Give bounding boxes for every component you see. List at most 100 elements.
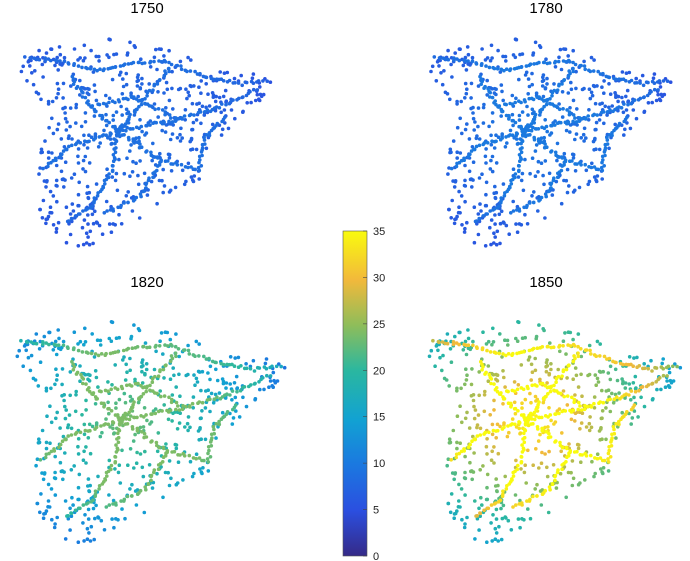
map-point: [223, 396, 228, 400]
map-point: [519, 413, 524, 417]
map-point: [68, 370, 73, 374]
map-point: [658, 85, 663, 89]
map-point: [469, 382, 474, 387]
map-point: [47, 125, 51, 130]
map-point: [40, 428, 45, 433]
map-point: [465, 515, 469, 520]
map-point: [116, 205, 120, 210]
map-point: [170, 344, 174, 348]
map-point: [604, 437, 608, 442]
map-point: [83, 169, 88, 174]
map-point: [497, 351, 502, 356]
map-point: [41, 75, 45, 79]
map-point: [76, 452, 81, 456]
map-point: [575, 123, 579, 127]
map-point: [573, 366, 578, 370]
map-point: [158, 389, 162, 393]
map-point: [523, 397, 528, 402]
map-point: [130, 427, 135, 431]
map-point: [215, 395, 219, 400]
map-point: [568, 130, 572, 134]
map-point: [135, 428, 140, 433]
map-point: [640, 385, 645, 389]
map-point: [477, 393, 482, 398]
map-point: [597, 429, 602, 433]
map-point: [145, 123, 149, 128]
map-point: [57, 336, 61, 341]
map-point: [184, 87, 188, 91]
map-point: [117, 157, 121, 162]
map-point: [532, 190, 536, 194]
map-point: [490, 139, 494, 143]
map-point: [155, 471, 159, 476]
map-point: [110, 175, 115, 179]
map-point: [84, 502, 89, 506]
map-point: [138, 159, 142, 163]
map-point: [549, 362, 553, 366]
map-point: [130, 494, 134, 498]
map-point: [85, 191, 89, 195]
map-point: [82, 342, 86, 347]
map-point: [166, 344, 170, 348]
map-point: [192, 174, 197, 178]
map-point: [83, 95, 88, 100]
map-point: [93, 395, 98, 399]
map-point: [627, 70, 632, 75]
map-point: [77, 497, 81, 502]
map-point: [139, 364, 144, 369]
map-point: [224, 381, 229, 385]
map-point: [596, 380, 601, 384]
map-point: [73, 432, 78, 436]
map-point: [161, 167, 165, 172]
map-point: [62, 398, 66, 403]
map-point: [187, 453, 192, 458]
map-point: [151, 141, 155, 146]
map-point: [54, 343, 58, 348]
map-point: [55, 81, 60, 86]
map-point: [448, 147, 453, 152]
map-point: [442, 69, 446, 73]
map-panel-1780: [429, 37, 673, 248]
map-point: [507, 232, 512, 236]
map-point: [622, 102, 626, 106]
map-point: [161, 446, 166, 451]
map-point: [447, 384, 452, 388]
map-point: [34, 341, 39, 346]
map-point: [25, 340, 30, 345]
map-point: [44, 51, 49, 55]
map-point: [493, 222, 497, 226]
map-point: [565, 394, 570, 398]
map-point: [567, 184, 571, 188]
map-point: [84, 231, 89, 235]
map-point: [555, 141, 560, 146]
map-point: [189, 175, 194, 179]
map-point: [564, 352, 568, 356]
map-point: [79, 124, 84, 129]
map-point: [433, 364, 437, 369]
map-point: [531, 346, 536, 351]
map-point: [494, 133, 498, 137]
map-point: [597, 118, 602, 122]
map-point: [126, 97, 130, 102]
map-point: [52, 449, 57, 453]
map-point: [74, 121, 78, 125]
map-point: [81, 209, 85, 213]
map-point: [136, 99, 141, 103]
map-point: [473, 219, 478, 224]
map-point: [531, 463, 535, 468]
map-point: [522, 205, 526, 210]
map-point: [523, 423, 528, 427]
map-point: [499, 209, 504, 214]
map-point: [99, 401, 104, 406]
map-point: [215, 378, 220, 383]
map-point: [477, 137, 482, 141]
map-point: [180, 136, 184, 140]
map-point: [514, 458, 518, 463]
map-point: [197, 370, 202, 374]
map-point: [96, 191, 100, 195]
map-point: [576, 332, 581, 336]
map-point: [45, 179, 49, 183]
map-point: [533, 112, 538, 117]
map-point: [58, 59, 62, 63]
map-point: [452, 185, 457, 189]
